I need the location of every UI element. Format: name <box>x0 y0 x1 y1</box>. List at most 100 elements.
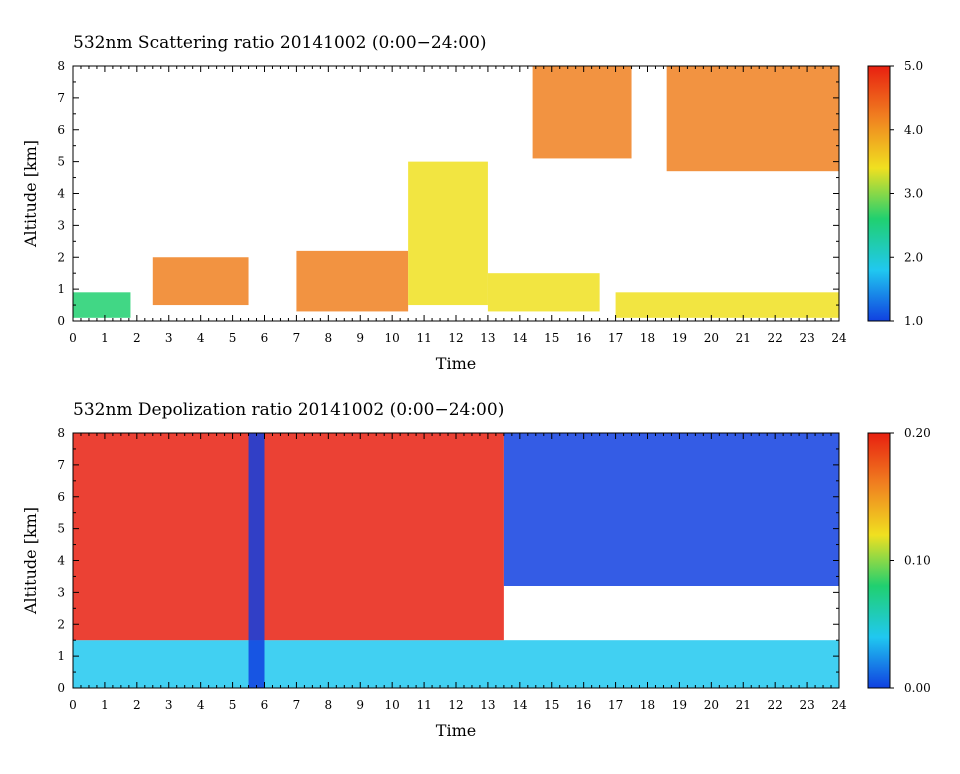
y-tick-label: 0 <box>57 314 65 328</box>
y-tick-label: 6 <box>57 123 65 137</box>
x-tick-label: 8 <box>325 698 333 712</box>
heatmap-region-8 <box>666 66 839 172</box>
heatmap-region-2 <box>152 257 249 306</box>
x-tick-label: 20 <box>704 698 719 712</box>
x-tick-label: 12 <box>448 698 463 712</box>
heatmap-region-5 <box>487 273 600 312</box>
x-tick-label: 1 <box>101 698 109 712</box>
y-tick-label: 3 <box>57 585 65 599</box>
heatmap-layer <box>73 66 839 318</box>
x-tick-label: 4 <box>197 331 205 345</box>
y-tick-label: 3 <box>57 218 65 232</box>
x-tick-label: 16 <box>576 331 591 345</box>
y-tick-label: 1 <box>57 282 65 296</box>
colorbar-tick-label: 4.0 <box>904 123 923 137</box>
x-tick-label: 16 <box>576 698 591 712</box>
y-tick-label: 2 <box>57 617 65 631</box>
x-tick-label: 0 <box>69 698 77 712</box>
colorbar-tick-label: 0.20 <box>904 426 931 440</box>
x-tick-label: 23 <box>799 331 814 345</box>
y-tick-label: 6 <box>57 490 65 504</box>
y-tick-label: 8 <box>57 426 65 440</box>
colorbar-tick-label: 2.0 <box>904 250 923 264</box>
x-tick-label: 0 <box>69 331 77 345</box>
chart-title: 532nm Depolization ratio 20141002 (0:00−… <box>73 400 504 420</box>
x-tick-label: 24 <box>831 698 847 712</box>
x-tick-label: 9 <box>356 331 364 345</box>
x-tick-label: 7 <box>293 331 301 345</box>
x-tick-label: 14 <box>512 331 528 345</box>
chart-panel-1: 532nm Scattering ratio 20141002 (0:00−24… <box>21 33 923 373</box>
heatmap-region-6 <box>615 292 839 318</box>
x-tick-label: 11 <box>416 331 431 345</box>
x-tick-label: 6 <box>261 698 269 712</box>
x-tick-label: 11 <box>416 698 431 712</box>
x-tick-label: 1 <box>101 331 109 345</box>
heatmap-region-1 <box>73 292 131 318</box>
x-tick-label: 12 <box>448 331 463 345</box>
y-tick-label: 5 <box>57 522 65 536</box>
x-tick-label: 3 <box>165 698 173 712</box>
y-tick-label: 7 <box>57 91 65 105</box>
x-tick-label: 8 <box>325 331 333 345</box>
x-axis-label: Time <box>436 354 476 373</box>
colorbar: 0.00 0.10 0.20 <box>867 426 931 695</box>
colorbar-tick-label: 5.0 <box>904 59 923 73</box>
x-tick-label: 18 <box>640 698 655 712</box>
x-tick-label: 15 <box>544 698 559 712</box>
heatmap-region-2 <box>73 433 504 641</box>
x-tick-label: 10 <box>385 331 400 345</box>
y-tick-label: 2 <box>57 250 65 264</box>
x-tick-label: 21 <box>736 698 751 712</box>
colorbar-tick-label: 0.00 <box>904 681 931 695</box>
x-tick-label: 5 <box>229 331 237 345</box>
y-tick-label: 4 <box>57 187 65 201</box>
x-tick-label: 21 <box>736 331 751 345</box>
x-tick-label: 2 <box>133 331 141 345</box>
x-tick-label: 19 <box>672 331 687 345</box>
heatmap-region-1 <box>73 640 839 688</box>
x-tick-label: 3 <box>165 331 173 345</box>
x-tick-label: 9 <box>356 698 364 712</box>
x-tick-label: 13 <box>480 331 495 345</box>
colorbar-scale <box>867 65 891 322</box>
colorbar-tick-label: 1.0 <box>904 314 923 328</box>
colorbar-tick-label: 0.10 <box>904 554 931 568</box>
y-tick-label: 1 <box>57 649 65 663</box>
y-tick-label: 7 <box>57 458 65 472</box>
y-axis-label: Altitude [km] <box>21 507 40 615</box>
colorbar-tick-label: 3.0 <box>904 187 923 201</box>
x-tick-label: 22 <box>768 698 783 712</box>
x-tick-label: 17 <box>608 698 623 712</box>
colorbar: 1.0 2.0 3.0 4.0 5.0 <box>867 59 923 328</box>
heatmap-region-4 <box>408 161 488 306</box>
x-tick-label: 6 <box>261 331 269 345</box>
x-tick-label: 13 <box>480 698 495 712</box>
x-tick-label: 23 <box>799 698 814 712</box>
x-tick-label: 2 <box>133 698 141 712</box>
x-tick-label: 18 <box>640 331 655 345</box>
y-tick-label: 5 <box>57 155 65 169</box>
x-tick-label: 10 <box>385 698 400 712</box>
x-tick-label: 15 <box>544 331 559 345</box>
x-tick-label: 19 <box>672 698 687 712</box>
heatmap-region-3 <box>503 433 839 586</box>
chart-panel-2: 532nm Depolization ratio 20141002 (0:00−… <box>21 400 931 740</box>
x-tick-label: 20 <box>704 331 719 345</box>
x-tick-label: 22 <box>768 331 783 345</box>
colorbar-scale <box>867 432 891 689</box>
x-tick-label: 7 <box>293 698 301 712</box>
x-tick-label: 5 <box>229 698 237 712</box>
y-tick-label: 4 <box>57 554 65 568</box>
heatmap-region-7 <box>532 66 632 159</box>
x-tick-label: 24 <box>831 331 847 345</box>
heatmap-region-3 <box>296 250 409 312</box>
y-axis-label: Altitude [km] <box>21 140 40 248</box>
y-tick-label: 8 <box>57 59 65 73</box>
y-tick-label: 0 <box>57 681 65 695</box>
heatmap-layer <box>73 433 839 688</box>
heatmap-region-4 <box>248 433 265 688</box>
x-tick-label: 4 <box>197 698 205 712</box>
x-tick-label: 14 <box>512 698 528 712</box>
